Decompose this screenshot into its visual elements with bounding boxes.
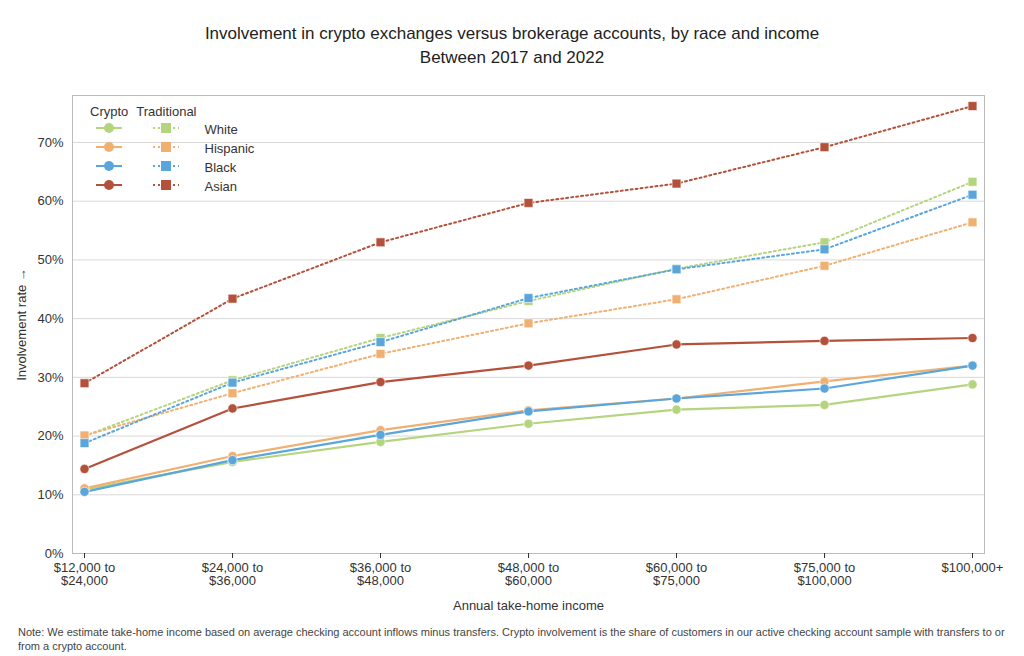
svg-text:50%: 50%	[37, 252, 63, 267]
svg-text:10%: 10%	[37, 487, 63, 502]
svg-text:$48,000 to$60,000: $48,000 to$60,000	[498, 560, 559, 588]
svg-text:70%: 70%	[37, 135, 63, 150]
html-text:Hispanic: Hispanic	[204, 141, 255, 156]
svg-text:$12,000 to$24,000: $12,000 to$24,000	[54, 560, 115, 588]
html-text:Involvement in crypto exchange: Involvement in crypto exchanges versus b…	[204, 24, 820, 43]
html-text:Asian: Asian	[204, 179, 237, 194]
svg-text:$60,000 to$75,000: $60,000 to$75,000	[646, 560, 707, 588]
svg-text:0%: 0%	[45, 546, 64, 561]
svg-text:$75,000 to$100,000: $75,000 to$100,000	[794, 560, 855, 588]
html-text:Crypto: Crypto	[90, 104, 129, 119]
svg-text:Annual take-home income: Annual take-home income	[453, 598, 604, 613]
svg-text:60%: 60%	[37, 193, 63, 208]
svg-text:30%: 30%	[37, 370, 63, 385]
html-text:Note: We estimate take-home in: Note: We estimate take-home income based…	[18, 626, 1005, 652]
svg-text:40%: 40%	[37, 311, 63, 326]
svg-text:$100,000+: $100,000+	[942, 560, 1004, 575]
html-text:Traditional: Traditional	[136, 104, 197, 119]
html-text:Between 2017 and 2022: Between 2017 and 2022	[419, 48, 605, 67]
svg-text:$36,000 to$48,000: $36,000 to$48,000	[350, 560, 411, 588]
svg-text:Involvement rate →: Involvement rate →	[14, 268, 29, 381]
svg-text:20%: 20%	[37, 428, 63, 443]
html-text:Black: Black	[204, 160, 237, 175]
html-text:White: White	[204, 122, 238, 137]
svg-text:$24,000 to$36,000: $24,000 to$36,000	[202, 560, 263, 588]
